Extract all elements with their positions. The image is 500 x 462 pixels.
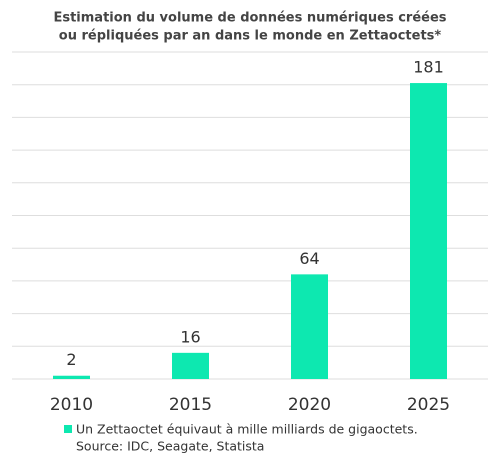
chart-title: Estimation du volume de données numériqu… <box>53 11 446 26</box>
data-label: 181 <box>413 58 444 77</box>
data-label: 64 <box>299 249 319 268</box>
bar <box>53 375 90 379</box>
data-label: 2 <box>66 350 76 369</box>
bar <box>410 83 447 379</box>
x-tick-label: 2020 <box>288 395 331 415</box>
bar <box>172 352 209 379</box>
legend-swatch <box>64 425 72 433</box>
data-label: 16 <box>180 327 200 346</box>
bar <box>291 274 328 379</box>
x-tick-label: 2025 <box>407 395 450 415</box>
x-tick-label: 2015 <box>169 395 212 415</box>
chart-title: ou répliquées par an dans le monde en Ze… <box>59 29 442 44</box>
x-tick-label: 2010 <box>50 395 93 415</box>
legend-label: Un Zettaoctet équivaut à mille milliards… <box>76 422 418 437</box>
source: Source: IDC, Seagate, Statista <box>76 439 264 454</box>
